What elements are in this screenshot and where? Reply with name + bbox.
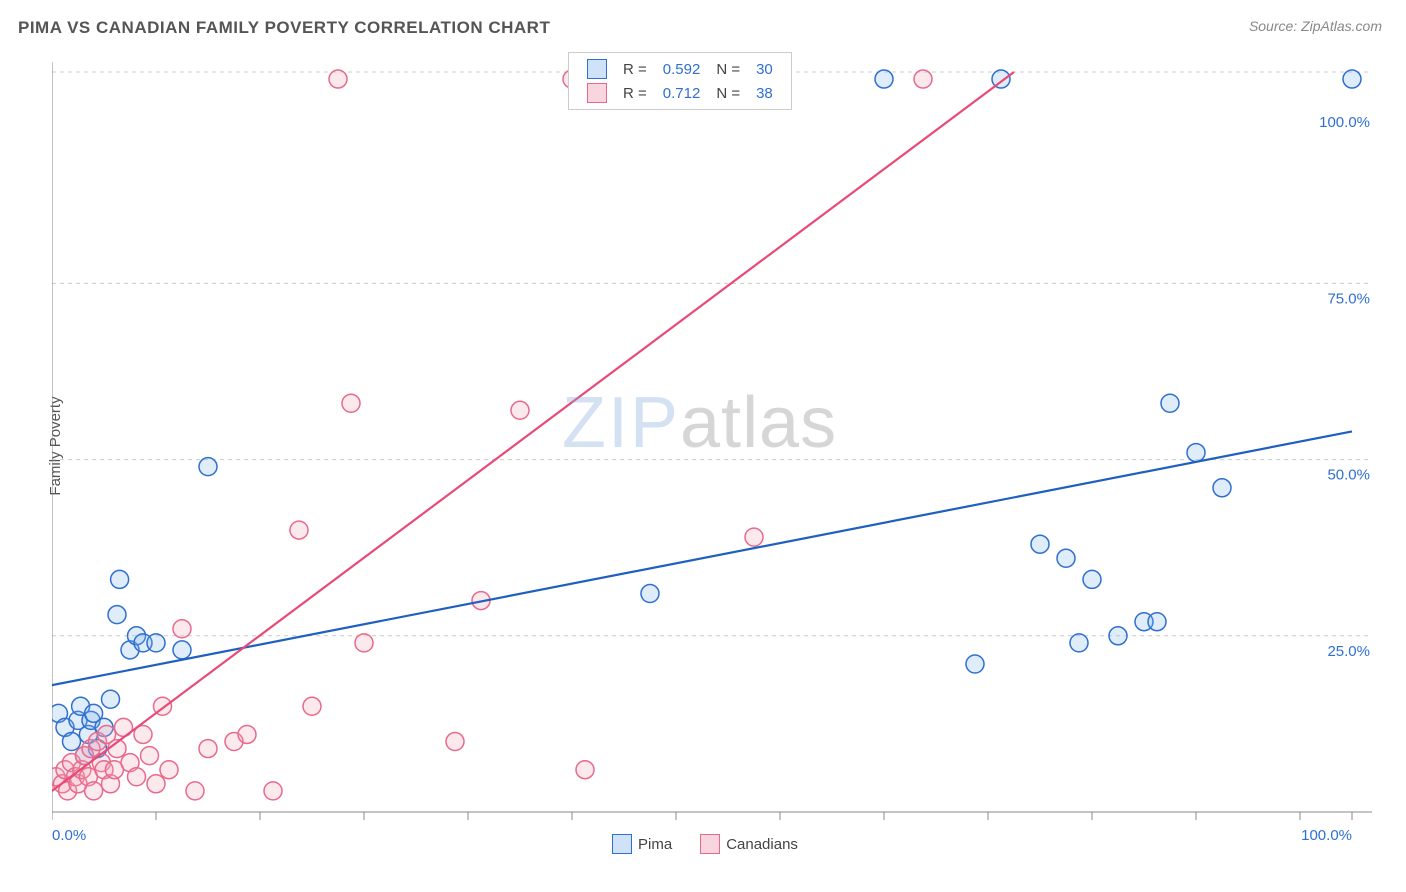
data-point	[914, 70, 932, 88]
data-point	[63, 733, 81, 751]
data-point	[173, 620, 191, 638]
svg-text:100.0%: 100.0%	[1301, 827, 1352, 844]
data-point	[102, 690, 120, 708]
data-point	[85, 782, 103, 800]
scatter-chart-svg: 0.0% 100.0% 25.0% 50.0% 75.0% 100.0%	[52, 52, 1382, 872]
data-point	[160, 761, 178, 779]
data-point	[511, 401, 529, 419]
data-point	[875, 70, 893, 88]
correlation-legend: R =0.592N =30R =0.712N =38	[568, 52, 792, 110]
data-point	[147, 775, 165, 793]
data-point	[186, 782, 204, 800]
data-point	[1343, 70, 1361, 88]
legend-label: Pima	[638, 836, 672, 853]
data-point	[290, 521, 308, 539]
data-point	[108, 606, 126, 624]
data-point	[446, 733, 464, 751]
legend-swatch	[587, 83, 607, 103]
data-point	[1187, 444, 1205, 462]
data-point	[355, 634, 373, 652]
trend-line	[52, 431, 1352, 685]
chart-source: Source: ZipAtlas.com	[1249, 18, 1382, 34]
svg-text:50.0%: 50.0%	[1327, 467, 1370, 484]
data-point	[641, 585, 659, 603]
data-point	[238, 725, 256, 743]
data-point	[1057, 549, 1075, 567]
data-point	[303, 697, 321, 715]
plot-area: 0.0%100.0%25.0%50.0%75.0%100.0% ZIPatlas…	[52, 52, 1382, 822]
data-point	[147, 634, 165, 652]
trend-line	[52, 72, 1014, 791]
data-point	[264, 782, 282, 800]
data-point	[576, 761, 594, 779]
data-point	[199, 740, 217, 758]
data-point	[128, 768, 146, 786]
svg-text:0.0%: 0.0%	[52, 827, 86, 844]
data-point	[1161, 394, 1179, 412]
data-point	[141, 747, 159, 765]
data-point	[199, 458, 217, 476]
data-point	[342, 394, 360, 412]
data-point	[329, 70, 347, 88]
data-point	[111, 570, 129, 588]
svg-text:25.0%: 25.0%	[1327, 643, 1370, 660]
legend-swatch	[612, 834, 632, 854]
data-point	[1148, 613, 1166, 631]
data-point	[1109, 627, 1127, 645]
data-point	[1213, 479, 1231, 497]
data-point	[1031, 535, 1049, 553]
data-point	[1083, 570, 1101, 588]
data-point	[173, 641, 191, 659]
chart-container: PIMA VS CANADIAN FAMILY POVERTY CORRELAT…	[0, 0, 1406, 892]
legend-swatch	[587, 59, 607, 79]
data-point	[745, 528, 763, 546]
legend-swatch	[700, 834, 720, 854]
legend-label: Canadians	[726, 836, 798, 853]
data-point	[966, 655, 984, 673]
svg-text:100.0%: 100.0%	[1319, 114, 1370, 131]
svg-text:75.0%: 75.0%	[1327, 290, 1370, 307]
series-legend: Pima Canadians	[612, 834, 826, 854]
chart-title: PIMA VS CANADIAN FAMILY POVERTY CORRELAT…	[18, 18, 550, 38]
data-point	[1070, 634, 1088, 652]
